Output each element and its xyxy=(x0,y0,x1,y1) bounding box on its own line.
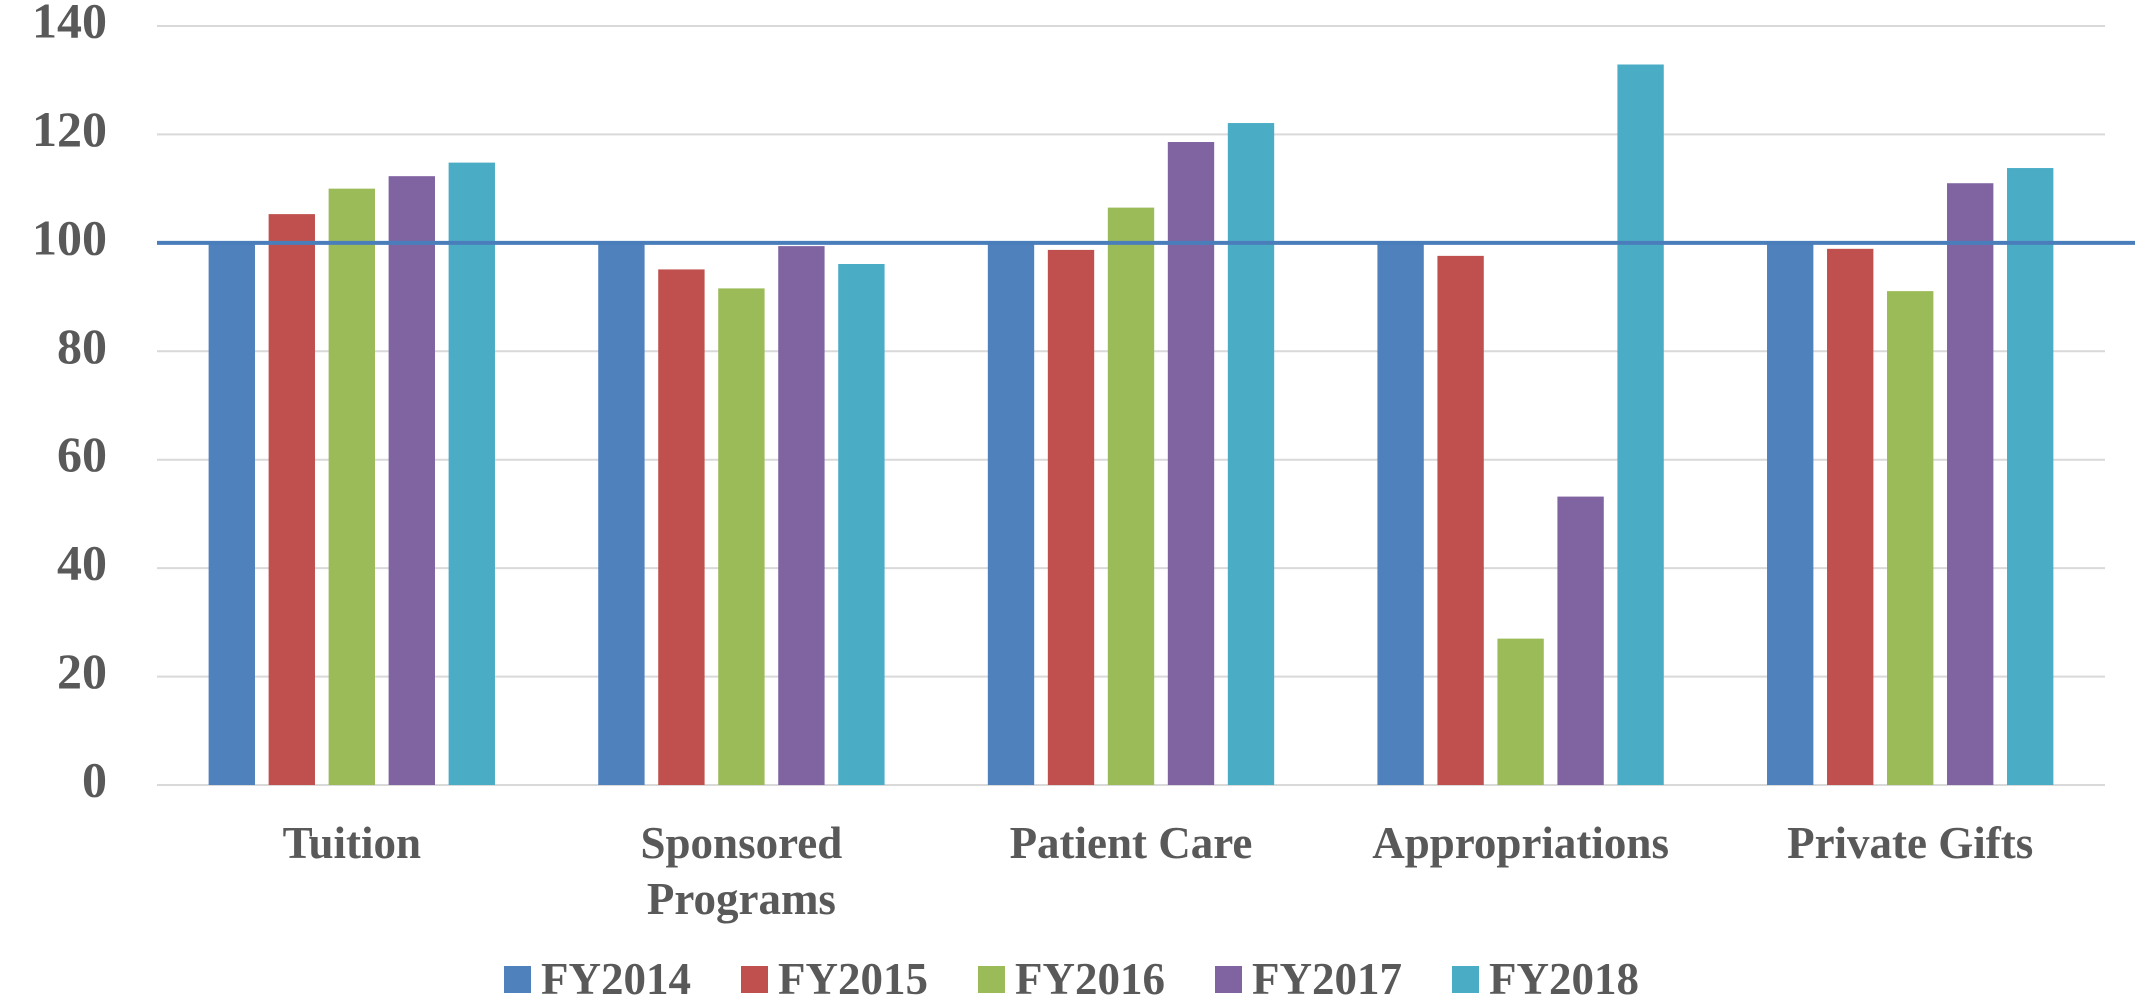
y-tick-label: 80 xyxy=(57,318,107,374)
bar xyxy=(718,288,765,785)
legend-item: FY2017 xyxy=(1215,953,1402,1004)
bar xyxy=(1947,183,1994,785)
bar xyxy=(1377,242,1424,785)
legend-item: FY2014 xyxy=(504,953,691,1004)
bar xyxy=(987,242,1035,785)
bar xyxy=(268,214,315,786)
bar xyxy=(1047,249,1095,785)
legend-swatch xyxy=(1452,965,1479,993)
bar xyxy=(1557,496,1604,785)
bar xyxy=(448,162,495,785)
y-tick-label: 120 xyxy=(32,101,107,157)
legend-label: FY2018 xyxy=(1489,954,1639,1004)
legend-label: FY2016 xyxy=(1015,954,1165,1004)
x-tick-label: Appropriations xyxy=(1372,818,1669,868)
bar xyxy=(1497,638,1544,785)
bar xyxy=(1437,255,1484,785)
bar xyxy=(208,242,255,785)
x-tick-label: Tuition xyxy=(282,818,422,868)
y-tick-label: 140 xyxy=(32,0,107,48)
bar xyxy=(2007,168,2054,785)
bar xyxy=(1827,248,1874,786)
bar xyxy=(388,176,435,785)
y-tick-label: 0 xyxy=(82,751,107,807)
legend-swatch xyxy=(504,965,531,993)
y-tick-label: 60 xyxy=(57,426,107,482)
legend-swatch xyxy=(1215,965,1242,993)
bar xyxy=(598,242,645,785)
legend-swatch xyxy=(741,965,768,993)
bar xyxy=(658,269,705,786)
bar xyxy=(1617,64,1664,786)
x-tick-label: Patient Care xyxy=(1009,818,1253,868)
bar xyxy=(1227,123,1275,785)
legend-item: FY2018 xyxy=(1452,953,1639,1004)
legend-swatch xyxy=(978,965,1005,993)
legend-item: FY2015 xyxy=(741,953,928,1004)
bar xyxy=(1107,207,1155,785)
bar xyxy=(1167,142,1215,786)
bar xyxy=(1767,242,1814,785)
legend-label: FY2014 xyxy=(541,954,691,1004)
bar xyxy=(838,264,885,785)
legend: FY2014 FY2015 FY2016 FY2017 FY2018 xyxy=(0,953,2143,1004)
bar xyxy=(778,246,825,786)
y-tick-label: 20 xyxy=(57,643,107,699)
x-tick-label: Private Gifts xyxy=(1787,818,2034,868)
x-tick-label: Sponsored Programs xyxy=(640,818,843,924)
legend-item: FY2016 xyxy=(978,953,1165,1004)
legend-label: FY2015 xyxy=(778,954,928,1004)
y-tick-label: 40 xyxy=(57,535,107,591)
legend-label: FY2017 xyxy=(1252,954,1402,1004)
bar xyxy=(328,188,375,786)
y-tick-label: 100 xyxy=(32,209,107,265)
bar xyxy=(1887,291,1934,785)
